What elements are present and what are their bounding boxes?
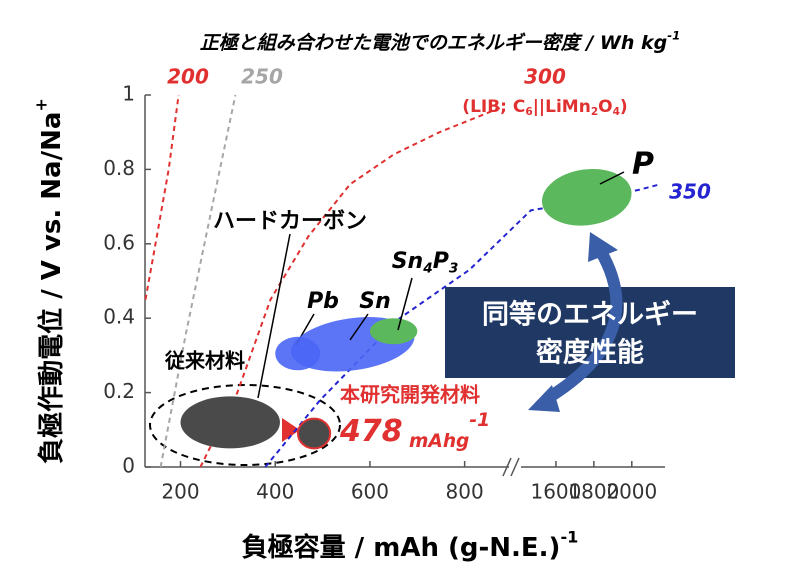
region-label-part: 3 [449, 261, 458, 277]
region-label: Sn [359, 289, 391, 314]
y-tick-label: 0.6 [103, 230, 135, 254]
material-region [369, 318, 418, 345]
density-curve [159, 94, 237, 468]
x-tick-label: 800 [446, 480, 484, 504]
curve-note: (LIB; C6||LiMn2O4) [462, 97, 627, 118]
region-label: Sn4P3 [392, 249, 459, 277]
axis-break [502, 457, 512, 477]
curve-note-part: 4 [613, 106, 620, 118]
region-label: P [632, 147, 654, 182]
region-label: 本研究開発材料 [340, 383, 480, 407]
chart-title-part: 正極と組み合わせた電池でのエネルギー密度 / Wh kg [200, 32, 668, 54]
leader-line [397, 277, 413, 331]
y-axis-label-part: 負極作動電位 / V vs. Na/Na [36, 112, 67, 464]
x-tick-label: 1600 [530, 480, 581, 504]
region-label: ハードカーボン [213, 209, 367, 234]
curve-note-part: (LIB; C [462, 97, 525, 117]
capacity-label-part: mAhg [403, 431, 470, 452]
arrow-head [528, 385, 560, 412]
material-region [296, 417, 332, 450]
x-axis-label-part: -1 [560, 527, 578, 546]
capacity-label: 478 mAhg-1 [339, 410, 490, 452]
curve-note-part: 6 [525, 106, 532, 118]
axis-break [510, 457, 520, 477]
x-tick-label: 1800 [568, 480, 619, 504]
density-curve [144, 94, 180, 300]
y-tick-label: 0.8 [103, 156, 135, 180]
x-axis-label-part: 負極容量 / mAh (g-N.E.) [242, 532, 561, 563]
y-tick-label: 0 [122, 454, 135, 478]
callout-text: 同等のエネルギー [482, 299, 698, 331]
curve-label: 200 [167, 65, 209, 89]
curve-label: 250 [241, 65, 283, 89]
x-tick-label: 200 [161, 480, 199, 504]
density-curve [199, 107, 501, 468]
curve-label: 350 [669, 180, 711, 204]
group-outline [149, 384, 341, 466]
curve-note-part: O [598, 97, 612, 117]
leader-line [599, 171, 625, 185]
y-tick-label: 0.4 [103, 305, 135, 329]
region-label-part: 4 [422, 261, 432, 277]
curve-note-part: ||LiMn [533, 97, 591, 117]
capacity-label-part: -1 [469, 410, 490, 431]
comparison-arrow [544, 246, 623, 404]
curve-note-part: 2 [591, 106, 598, 118]
y-axis-label-part: + [31, 98, 50, 112]
arrow-head [588, 232, 618, 262]
curve-label: 300 [524, 65, 566, 89]
y-tick-label: 0.2 [103, 379, 135, 403]
x-tick-label: 400 [256, 480, 294, 504]
x-axis-label: 負極容量 / mAh (g-N.E.)-1 [242, 527, 579, 562]
leader-line [257, 233, 291, 399]
region-label-part: Sn [392, 249, 424, 274]
region-label: Pb [307, 289, 339, 314]
region-label-part: P [433, 249, 449, 274]
curve-note-part: ) [620, 97, 628, 117]
material-region [541, 168, 632, 226]
capacity-label-part: 478 [339, 414, 403, 449]
improvement-arrow [282, 418, 300, 442]
leader-line [349, 313, 369, 341]
x-tick-label: 2000 [606, 480, 657, 504]
chart-title: 正極と組み合わせた電池でのエネルギー密度 / Wh kg-1 [200, 28, 681, 54]
material-region [180, 396, 280, 449]
callout-text: 密度性能 [536, 337, 644, 369]
chart-title-part: -1 [667, 28, 680, 42]
y-axis-label: 負極作動電位 / V vs. Na/Na+ [31, 98, 66, 464]
x-tick-label: 600 [351, 480, 389, 504]
y-tick-label: 1 [122, 82, 135, 106]
group-note: 従来材料 [164, 349, 245, 373]
